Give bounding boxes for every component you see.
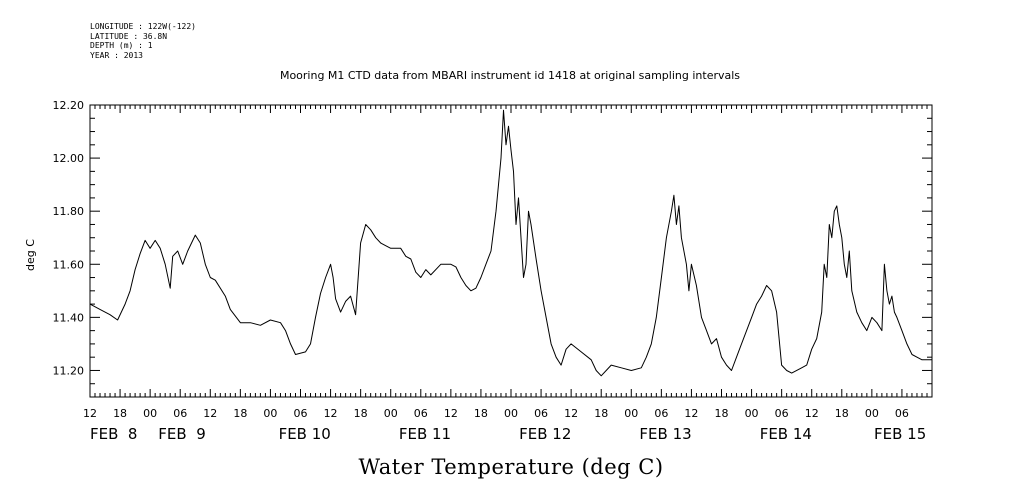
x-hour-label: 12 bbox=[564, 407, 578, 420]
x-axis-title: Water Temperature (deg C) bbox=[358, 455, 664, 479]
x-hour-label: 06 bbox=[294, 407, 308, 420]
depth-label: DEPTH (m) : 1 bbox=[90, 41, 153, 50]
y-tick-label: 12.20 bbox=[53, 99, 85, 112]
y-tick-label: 11.40 bbox=[53, 311, 85, 324]
x-date-label: FEB 14 bbox=[760, 425, 812, 443]
y-tick-label: 12.00 bbox=[53, 152, 85, 165]
x-date-label: FEB 10 bbox=[279, 425, 331, 443]
x-hour-label: 06 bbox=[654, 407, 668, 420]
x-hour-label: 00 bbox=[624, 407, 638, 420]
x-hour-label: 18 bbox=[594, 407, 608, 420]
x-hour-label: 06 bbox=[173, 407, 187, 420]
x-hour-label: 00 bbox=[143, 407, 157, 420]
x-date-label: FEB 9 bbox=[158, 425, 205, 443]
x-hour-label: 00 bbox=[384, 407, 398, 420]
x-hour-label: 00 bbox=[745, 407, 759, 420]
y-axis-label: deg C bbox=[24, 239, 37, 271]
x-hour-label: 12 bbox=[684, 407, 698, 420]
x-hour-label: 00 bbox=[504, 407, 518, 420]
x-hour-label: 18 bbox=[715, 407, 729, 420]
x-hour-label: 06 bbox=[414, 407, 428, 420]
x-hour-label: 18 bbox=[354, 407, 368, 420]
x-hour-label: 12 bbox=[83, 407, 97, 420]
x-hour-label: 12 bbox=[324, 407, 338, 420]
x-axis: 12 18 00 06 12 18 00 06 12 18 00 06 12 18 00 06 12 18 00 06… bbox=[83, 389, 933, 443]
x-date-label: FEB 15 bbox=[874, 425, 926, 443]
metadata-block: LONGITUDE : 122W(-122) LATITUDE : 36.8N … bbox=[90, 22, 196, 60]
x-hour-label: 12 bbox=[444, 407, 458, 420]
x-hour-label: 18 bbox=[835, 407, 849, 420]
y-axis: 11.20 11.40 11.60 11.80 12.00 12.20 bbox=[53, 99, 932, 398]
x-hour-label: 18 bbox=[233, 407, 247, 420]
series-group bbox=[89, 109, 932, 377]
temperature-series-line bbox=[89, 109, 932, 377]
x-hour-label: 18 bbox=[113, 407, 127, 420]
x-date-label: FEB 13 bbox=[639, 425, 691, 443]
x-hour-label: 12 bbox=[805, 407, 819, 420]
y-tick-label: 11.80 bbox=[53, 205, 85, 218]
x-hour-label: 00 bbox=[263, 407, 277, 420]
longitude-label: LONGITUDE : 122W(-122) bbox=[90, 22, 196, 31]
y-tick-label: 11.20 bbox=[53, 364, 85, 377]
x-hour-label: 12 bbox=[203, 407, 217, 420]
x-date-label: FEB 12 bbox=[519, 425, 571, 443]
year-label: YEAR : 2013 bbox=[90, 50, 143, 60]
top-axis-ticks bbox=[89, 105, 933, 113]
x-date-label: FEB 11 bbox=[399, 425, 451, 443]
x-hour-label: 00 bbox=[865, 407, 879, 420]
x-hour-label: 06 bbox=[775, 407, 789, 420]
x-hour-label: 06 bbox=[895, 407, 909, 420]
latitude-label: LATITUDE : 36.8N bbox=[90, 31, 168, 41]
x-hour-label: 18 bbox=[474, 407, 488, 420]
x-date-label: FEB 8 bbox=[90, 425, 137, 443]
x-hour-label: 06 bbox=[534, 407, 548, 420]
chart-title: Mooring M1 CTD data from MBARI instrumen… bbox=[279, 69, 741, 82]
y-tick-label: 11.60 bbox=[53, 258, 85, 271]
